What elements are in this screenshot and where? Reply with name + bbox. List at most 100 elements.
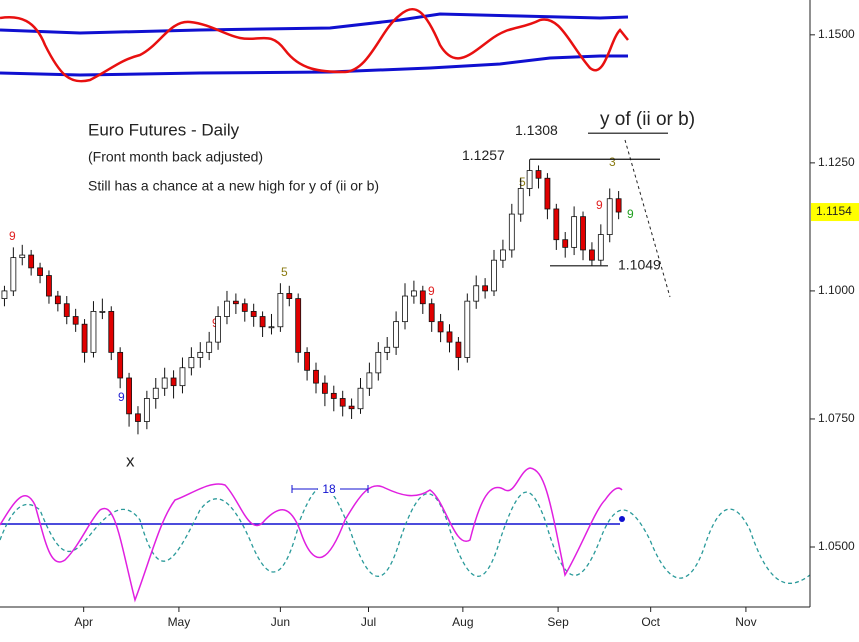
- candle-body: [72, 316, 79, 325]
- count-label: 9: [118, 390, 125, 404]
- candle-body: [580, 216, 586, 251]
- candle-body: [553, 208, 560, 241]
- candle-body: [206, 341, 213, 353]
- candle-body: [37, 267, 43, 276]
- candle-body: [491, 259, 497, 292]
- x-tick-label: Jul: [361, 615, 376, 629]
- candle-body: [81, 323, 88, 353]
- candle-body: [143, 398, 150, 422]
- wave-label: y of (ii or b): [600, 109, 695, 130]
- candle-body: [589, 249, 595, 261]
- cycle-label: 18: [322, 482, 336, 496]
- y-tick-label: 1.1000: [818, 283, 855, 297]
- candle-body: [19, 254, 26, 259]
- candle-body: [357, 387, 364, 410]
- last-price-box: [811, 203, 859, 222]
- x-tick-label: Jun: [271, 615, 290, 629]
- candle-body: [54, 295, 61, 305]
- candle-body: [268, 326, 275, 329]
- count-label: 9: [627, 207, 634, 221]
- level-label: 1.1049: [618, 257, 661, 273]
- candle-body: [161, 377, 168, 389]
- candle-body: [108, 311, 115, 353]
- candle-body: [321, 382, 328, 394]
- x-tick-label: Nov: [735, 615, 756, 629]
- candle-body: [455, 341, 462, 358]
- lower-band: [0, 54, 628, 77]
- y-tick-label: 1.0750: [818, 411, 855, 425]
- candle-body: [428, 303, 435, 323]
- candle-body: [232, 300, 239, 305]
- candle-body: [482, 285, 489, 292]
- candle-body: [259, 316, 266, 328]
- candle-body: [517, 188, 524, 215]
- candle-body: [241, 303, 248, 312]
- candle-body: [419, 290, 426, 305]
- candle-body: [126, 377, 132, 415]
- candle-body: [250, 311, 257, 317]
- candle-body: [411, 290, 417, 297]
- candle-body: [304, 351, 310, 371]
- last-price-label: 1.1154: [816, 204, 852, 218]
- oscillator-line: [0, 7, 629, 83]
- upper-band: [0, 12, 629, 35]
- candle-body: [571, 216, 578, 248]
- candle-body: [90, 311, 97, 353]
- candle-body: [295, 298, 302, 353]
- candle-body: [179, 367, 186, 387]
- candle-body: [384, 346, 391, 353]
- count-label: 9: [9, 229, 16, 243]
- candle-body: [500, 249, 506, 261]
- x-tick-label: Apr: [74, 615, 93, 629]
- candle-body: [402, 295, 408, 323]
- level-label: 1.1257: [462, 147, 505, 163]
- candle-body: [188, 357, 195, 369]
- candle-body: [464, 300, 471, 358]
- y-tick-label: 1.0500: [818, 539, 855, 553]
- candle-body: [366, 372, 373, 389]
- candle-body: [473, 285, 480, 302]
- candle-body: [348, 405, 355, 410]
- candle-body: [535, 170, 542, 179]
- candle-body: [544, 177, 551, 210]
- cycle-dot: [619, 516, 625, 522]
- wave-label: x: [126, 451, 135, 470]
- candle-body: [508, 213, 515, 251]
- candle-body: [10, 257, 17, 292]
- chart-subtitle: (Front month back adjusted): [88, 149, 263, 165]
- candle-body: [99, 311, 106, 313]
- candle-body: [597, 234, 604, 261]
- candle-body: [63, 303, 70, 317]
- candle-body: [277, 293, 284, 328]
- candle-body: [117, 351, 124, 379]
- candle-body: [28, 254, 35, 269]
- candle-body: [170, 377, 177, 387]
- count-label: 9: [596, 198, 603, 212]
- count-label: 3: [609, 155, 616, 169]
- candle-body: [615, 198, 622, 213]
- candle-body: [313, 369, 319, 384]
- candle-body: [286, 293, 293, 299]
- candle-body: [224, 300, 230, 317]
- candle-body: [339, 398, 346, 407]
- cycle-label-bg: [318, 482, 340, 496]
- y-tick-label: 1.1500: [818, 27, 855, 41]
- chart-title: Euro Futures - Daily: [88, 120, 240, 139]
- count-label: 9: [428, 284, 435, 298]
- x-tick-label: Oct: [641, 615, 660, 629]
- candle-body: [152, 387, 159, 399]
- candle-body: [1, 290, 8, 299]
- candle-body: [135, 413, 141, 422]
- candle-body: [446, 331, 453, 343]
- momentum-line: [0, 467, 623, 603]
- x-tick-label: May: [168, 615, 191, 629]
- level-label: 1.1308: [515, 122, 558, 138]
- count-label: 5: [281, 265, 288, 279]
- cycle-wave: [0, 486, 811, 584]
- candle-body: [215, 316, 221, 343]
- chart-note: Still has a chance at a new high for y o…: [88, 178, 379, 194]
- count-label: 5: [519, 175, 526, 189]
- x-tick-label: Aug: [452, 615, 473, 629]
- candle-body: [197, 351, 204, 358]
